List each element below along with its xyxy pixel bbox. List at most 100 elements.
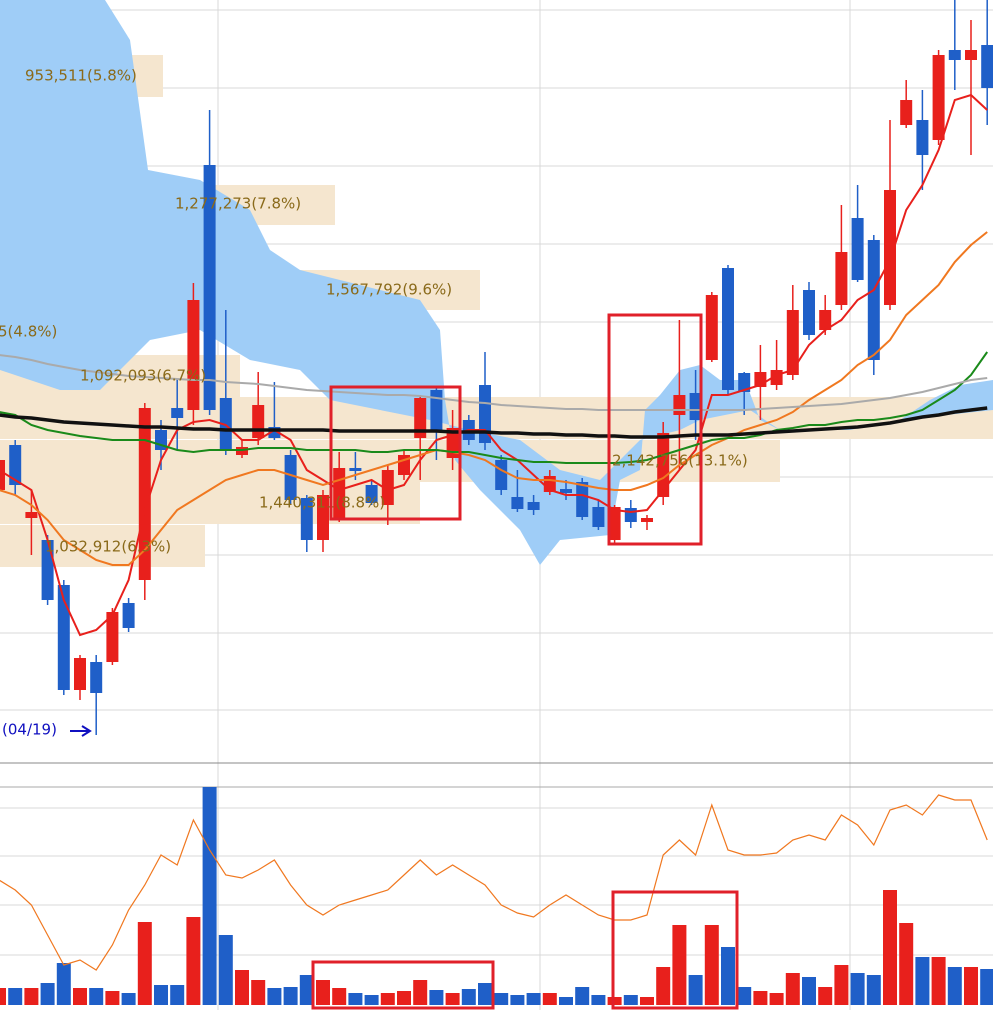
volume-bar [526,993,541,1005]
volume-bar [170,985,185,1005]
volume-bar [56,963,71,1005]
candle-body [624,508,637,522]
volume-bar [964,967,978,1005]
candle-body [57,585,70,690]
volume-bar [0,988,6,1005]
candle-body [657,433,670,497]
volume-bar [218,935,233,1005]
candle-body [884,190,896,305]
volume-bar [89,988,104,1005]
candle-body [495,460,508,490]
candle-body [835,252,848,305]
volume-bar [883,890,897,1005]
candle-body [900,100,913,125]
volume-bar [623,995,638,1005]
volume-bar [348,993,363,1005]
candle-body [689,393,702,420]
annotation: 1,567,792(9.6%) [326,281,452,299]
candle-body [560,489,572,493]
candle-body [171,408,184,418]
volume-bar [899,923,914,1005]
candle-body [138,408,151,580]
candle-body [722,268,734,390]
moving-average [0,351,989,464]
volume-bar [672,925,687,1005]
candle-body [965,50,977,60]
volume-bar [915,957,930,1005]
volume-bar [559,997,573,1005]
candle-body [738,373,751,392]
volume-bar [73,988,87,1005]
labels: 953,511(5.8%) 1,277,273(7.8%) 1,567,792(9.… [0,67,748,739]
annotation: (04/19) [2,721,57,739]
volume-bar [591,995,606,1005]
candle-body [25,512,38,518]
candle-body [981,45,993,88]
candle-body [641,518,653,522]
annotation: 2,142,756(13.1%) [612,452,748,470]
annotation: 1,277,273(7.8%) [175,195,301,213]
candle-body [381,470,394,505]
volume-bar [137,922,152,1005]
volume-bar [429,990,444,1005]
volume-bar [235,970,249,1005]
arrow [70,725,92,737]
volume-bar [785,973,800,1005]
volume-bar [186,917,201,1005]
volume-bar [24,988,39,1005]
volume-bar [688,975,703,1005]
volume-bar [364,995,379,1005]
candle-body [851,218,864,280]
candle-body [705,295,718,360]
candle-body [803,290,815,335]
candle-body [41,540,54,600]
volume-bar [866,975,881,1005]
volume-bar [154,985,168,1005]
candle-body [203,165,216,410]
ichimoku-cloud [0,0,993,565]
volume-bar [575,987,590,1005]
candle-body [786,310,799,375]
volume-bar [980,969,993,1005]
volume-bar [40,983,55,1005]
volume-bar [850,973,865,1005]
volume-bar [397,991,411,1005]
volume-bar [445,993,460,1005]
volume-bar [413,980,428,1005]
volume-bar [316,980,330,1005]
candle-body [430,390,443,430]
volume-bar [640,997,654,1005]
candle-body [365,485,378,503]
candle-body [74,658,86,690]
volume-bar [121,993,136,1005]
moving-average [0,354,988,411]
candle-body [576,482,589,517]
annotation: 1,092,093(6.7%) [80,367,206,385]
candle-body [414,398,427,438]
candle-body [673,395,686,415]
volume-bar [332,988,347,1005]
volume-bar [818,987,833,1005]
candle-body [819,310,832,330]
candle-body [106,612,119,662]
annotation: 953,511(5.8%) [25,67,137,85]
candle-body [349,468,362,471]
volume-bar [461,989,476,1005]
candle-body [0,460,5,490]
candle-body [90,662,103,693]
volume-bar [931,957,946,1005]
volume-bar [656,967,671,1005]
volume-bar [267,988,282,1005]
volume-bar [542,993,557,1005]
volume-bar [721,947,735,1005]
candle-body [527,502,540,510]
volume-bar [802,977,816,1005]
volume-bar [947,967,962,1005]
volume-bar [299,975,314,1005]
volume-bar [510,995,525,1005]
moving-average [0,406,988,439]
volume-bar [202,787,217,1005]
volume-bar [251,980,266,1005]
